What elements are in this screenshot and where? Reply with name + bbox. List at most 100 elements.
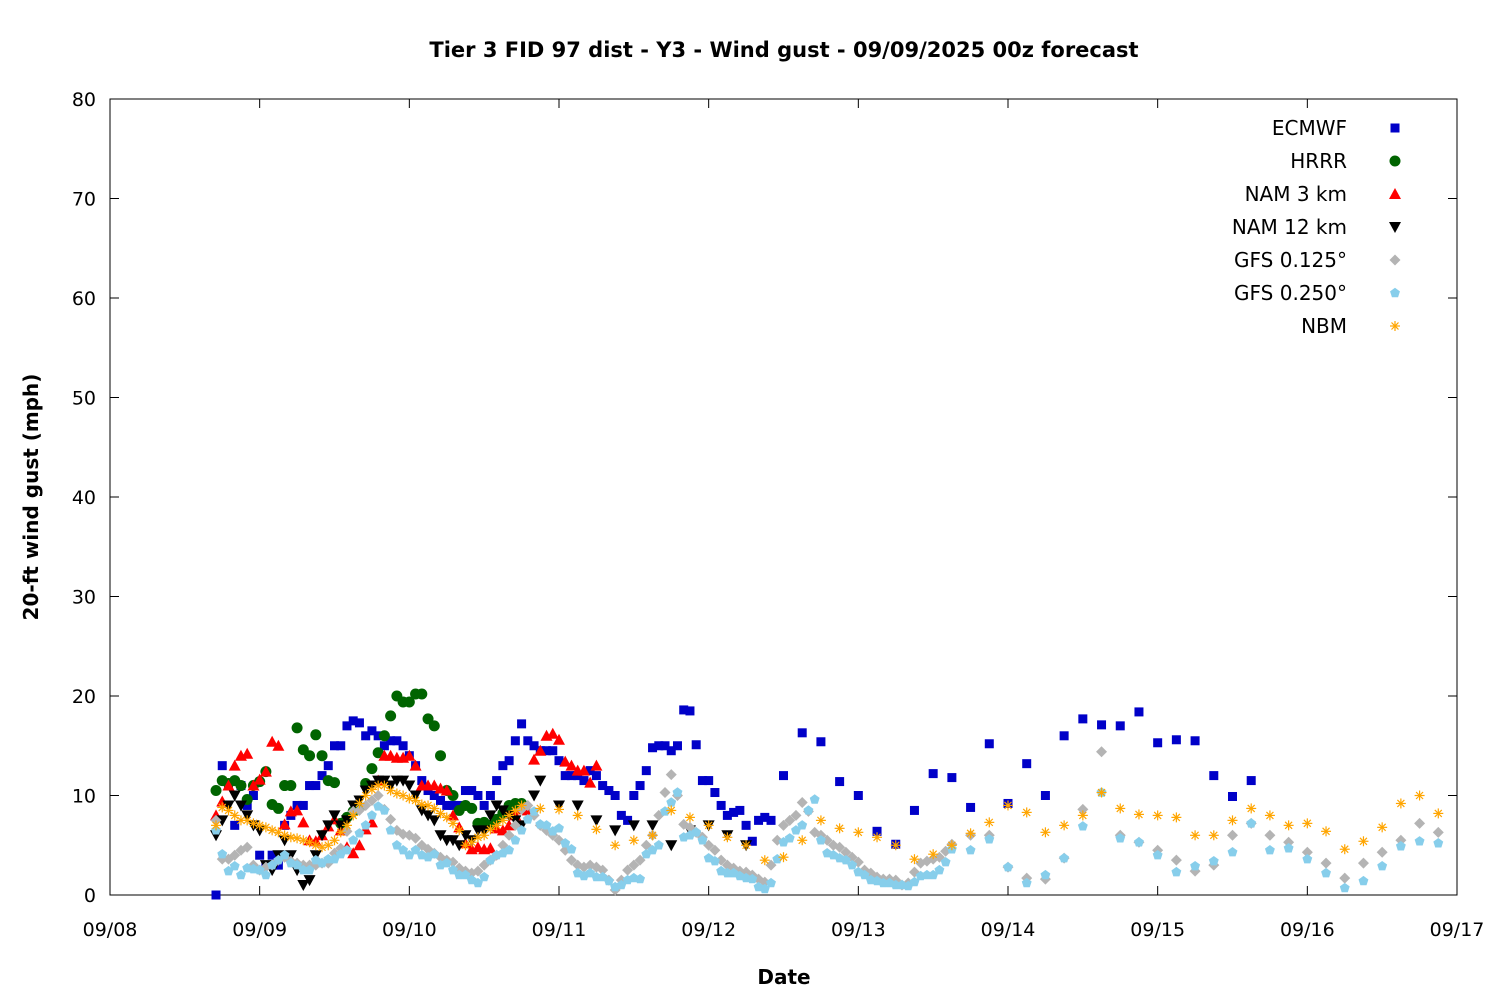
data-point <box>217 849 228 859</box>
y-axis: 0 10 20 30 40 50 60 70 80 <box>72 89 1457 907</box>
data-point <box>1227 829 1238 841</box>
y-tick-label: 0 <box>84 885 96 907</box>
data-point <box>934 864 945 875</box>
data-point <box>448 800 458 810</box>
data-point <box>1190 736 1200 746</box>
data-point <box>766 877 776 888</box>
data-point <box>497 815 508 826</box>
data-point <box>479 830 490 841</box>
legend-label: GFS 0.125° <box>1234 248 1347 272</box>
x-tick-label: 09/15 <box>1130 919 1185 941</box>
data-point <box>1171 812 1182 823</box>
data-point <box>1246 776 1256 786</box>
data-point <box>697 776 707 786</box>
series-hrrr <box>210 688 528 831</box>
data-point <box>223 865 234 876</box>
y-tick-label: 40 <box>72 487 96 509</box>
data-point <box>278 818 291 830</box>
data-point <box>672 741 682 751</box>
x-axis: 09/08 09/09 09/10 09/11 09/12 09/13 09/14 09/15… <box>83 99 1484 941</box>
data-point <box>1022 759 1032 769</box>
data-point <box>367 726 377 736</box>
data-point <box>353 804 365 816</box>
x-tick-label: 09/09 <box>232 919 287 941</box>
data-point <box>403 780 416 792</box>
data-point <box>347 847 360 859</box>
data-point <box>329 777 340 789</box>
data-point <box>248 818 259 829</box>
x-tick-label: 09/12 <box>681 919 736 941</box>
data-point <box>366 794 378 806</box>
data-point <box>448 864 458 875</box>
data-point <box>591 771 601 781</box>
data-point <box>1021 807 1032 818</box>
data-point <box>1283 843 1294 853</box>
data-point <box>622 864 634 876</box>
data-point <box>229 810 240 821</box>
data-point <box>628 835 639 846</box>
data-point <box>435 808 446 819</box>
data-point <box>754 815 764 825</box>
data-point <box>211 820 222 831</box>
data-point <box>528 790 541 802</box>
data-point <box>735 805 745 815</box>
data-point <box>311 781 321 791</box>
data-point <box>217 802 228 813</box>
data-point <box>1190 860 1201 871</box>
data-point <box>646 820 659 832</box>
data-point <box>429 791 439 800</box>
data-point <box>366 763 378 775</box>
data-point <box>342 721 352 731</box>
data-point <box>660 741 670 751</box>
data-point <box>360 820 371 830</box>
data-point <box>235 780 247 792</box>
data-point <box>398 845 409 855</box>
data-point <box>1414 836 1425 846</box>
data-point <box>267 850 277 860</box>
data-point <box>429 849 440 859</box>
data-point <box>909 805 919 815</box>
data-point <box>834 841 846 853</box>
data-point <box>492 776 502 786</box>
data-point <box>222 779 235 791</box>
data-point <box>1078 714 1088 724</box>
data-point <box>272 802 284 814</box>
data-point <box>1133 809 1144 820</box>
data-point <box>366 810 377 820</box>
data-point <box>1283 836 1295 848</box>
data-point <box>1357 857 1369 869</box>
data-point <box>1377 860 1388 871</box>
data-point <box>616 810 626 820</box>
data-point <box>660 806 670 816</box>
data-point <box>666 797 677 807</box>
data-point <box>647 830 658 841</box>
data-point <box>928 769 938 779</box>
data-point <box>211 890 221 900</box>
data-point <box>541 820 552 830</box>
data-point <box>666 805 677 816</box>
data-point <box>797 820 808 830</box>
data-point <box>1208 855 1219 866</box>
data-point <box>496 824 509 836</box>
data-point <box>648 743 658 753</box>
data-point <box>259 765 272 777</box>
data-point <box>342 845 352 855</box>
data-point <box>704 776 714 786</box>
data-point <box>348 810 359 821</box>
data-point <box>297 816 310 828</box>
data-point <box>1321 826 1332 837</box>
data-point <box>1376 846 1388 858</box>
data-point <box>442 800 452 810</box>
data-point <box>534 744 547 756</box>
data-point <box>234 800 247 812</box>
data-point <box>317 771 327 781</box>
data-point <box>285 832 296 843</box>
data-point <box>577 764 590 776</box>
data-point <box>460 786 470 796</box>
data-point <box>298 800 308 810</box>
data-point <box>441 812 452 823</box>
data-point <box>603 875 614 886</box>
data-point <box>1115 803 1126 814</box>
data-point <box>523 736 533 746</box>
data-point <box>1171 866 1182 877</box>
